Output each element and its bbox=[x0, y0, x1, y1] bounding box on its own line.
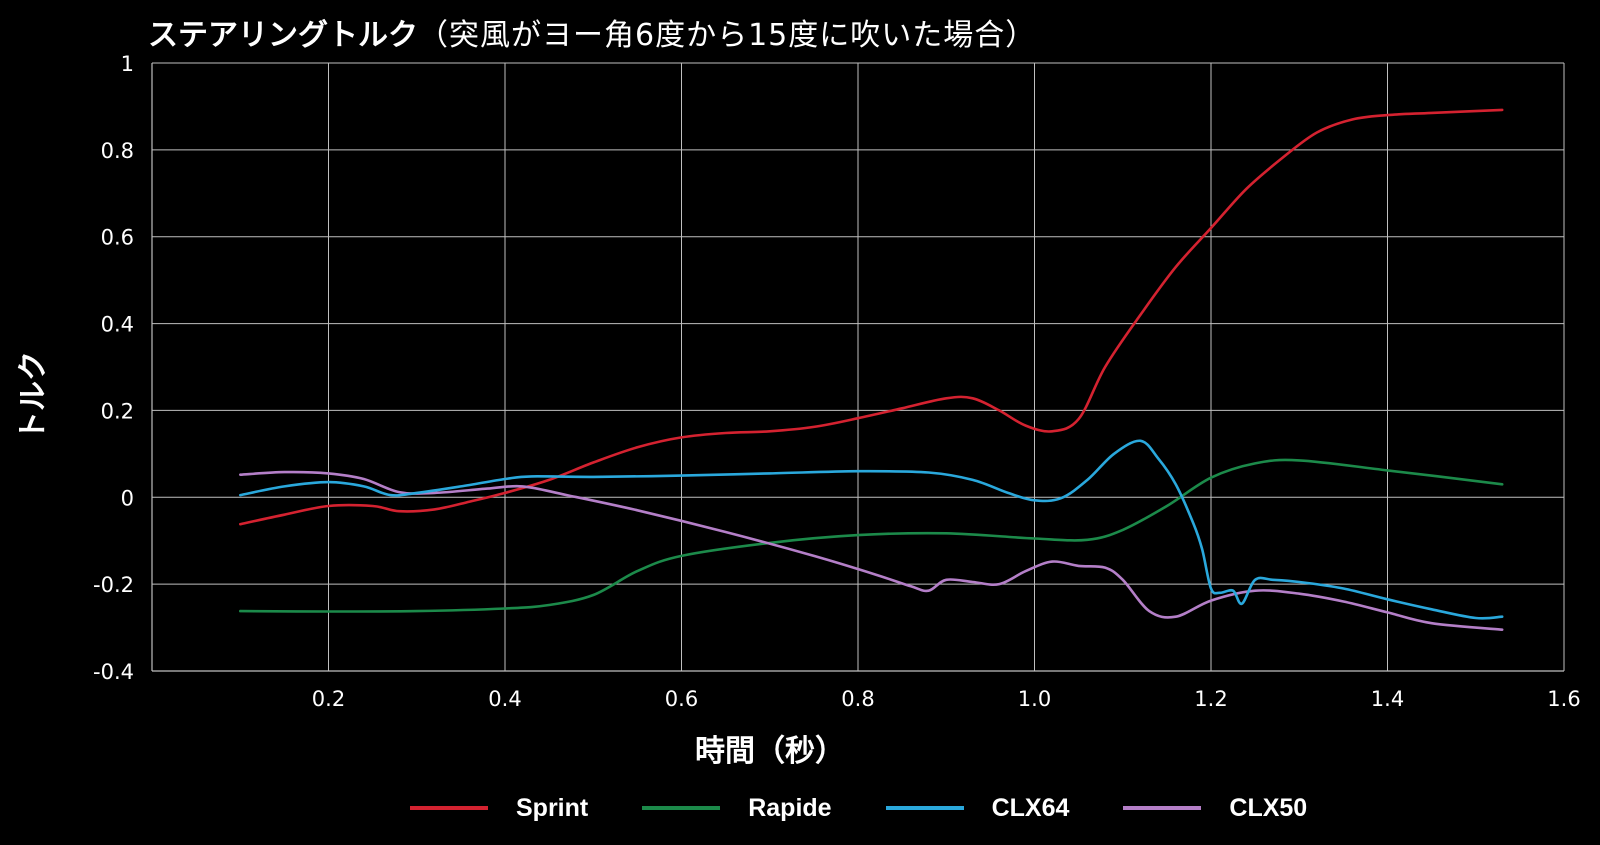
plot-frame bbox=[151, 63, 1564, 672]
y-tick-label: 0.2 bbox=[101, 399, 134, 423]
legend-item-sprint: Sprint bbox=[410, 794, 588, 823]
chart-title: ステアリングトルク（突風がヨー角6度から15度に吹いた場合） bbox=[148, 10, 1036, 54]
series-line-clx50 bbox=[239, 470, 1504, 631]
y-tick-label: -0.4 bbox=[93, 660, 134, 684]
chart-subtitle: （突風がヨー角6度から15度に吹いた場合） bbox=[418, 18, 1037, 53]
legend-swatch bbox=[1123, 806, 1202, 810]
x-tick-label: 1.0 bbox=[1018, 687, 1051, 711]
x-tick-label: 0.2 bbox=[312, 687, 345, 711]
x-axis-label: 時間（秒） bbox=[695, 734, 845, 769]
legend-label: Sprint bbox=[516, 793, 589, 822]
legend-label: CLX50 bbox=[1229, 793, 1308, 822]
legend-item-clx50: CLX50 bbox=[1123, 794, 1307, 823]
x-tick-label: 0.8 bbox=[841, 687, 874, 711]
chart-title-main: ステアリングトルク bbox=[148, 18, 418, 53]
legend-item-clx64: CLX64 bbox=[885, 793, 1070, 823]
series-lines bbox=[239, 108, 1504, 631]
legend-swatch bbox=[642, 806, 721, 810]
legend-item-rapide: Rapide bbox=[642, 793, 832, 823]
legend-swatch bbox=[885, 806, 964, 810]
grid-lines bbox=[152, 62, 1565, 671]
y-tick-label: 0.8 bbox=[101, 139, 134, 163]
y-axis-label: トルク bbox=[16, 351, 51, 441]
x-tick-label: 1.4 bbox=[1371, 687, 1404, 711]
y-tick-label: 1 bbox=[121, 52, 134, 76]
y-tick-label: 0.6 bbox=[101, 226, 134, 250]
chart-legend: Sprint Rapide CLX64 CLX50 bbox=[410, 790, 1361, 826]
x-tick-label: 1.2 bbox=[1194, 687, 1227, 711]
y-tick-label: -0.2 bbox=[93, 573, 134, 597]
series-line-rapide bbox=[239, 458, 1504, 613]
legend-label: Rapide bbox=[748, 793, 832, 822]
y-tick-label: 0.4 bbox=[101, 313, 134, 337]
x-tick-label: 0.6 bbox=[665, 687, 698, 711]
legend-label: CLX64 bbox=[991, 793, 1070, 822]
legend-swatch bbox=[410, 806, 488, 810]
x-tick-label: 1.6 bbox=[1547, 687, 1580, 711]
series-line-sprint bbox=[239, 108, 1504, 526]
y-axis-ticks: -0.4 -0.2 0 0.2 0.4 0.6 0.8 1 bbox=[93, 52, 134, 684]
y-tick-label: 0 bbox=[121, 486, 134, 510]
x-axis-ticks: 0.2 0.4 0.6 0.8 1.0 1.2 1.4 1.6 bbox=[312, 687, 1581, 711]
series-line-clx64 bbox=[239, 439, 1504, 620]
x-tick-label: 0.4 bbox=[488, 687, 521, 711]
